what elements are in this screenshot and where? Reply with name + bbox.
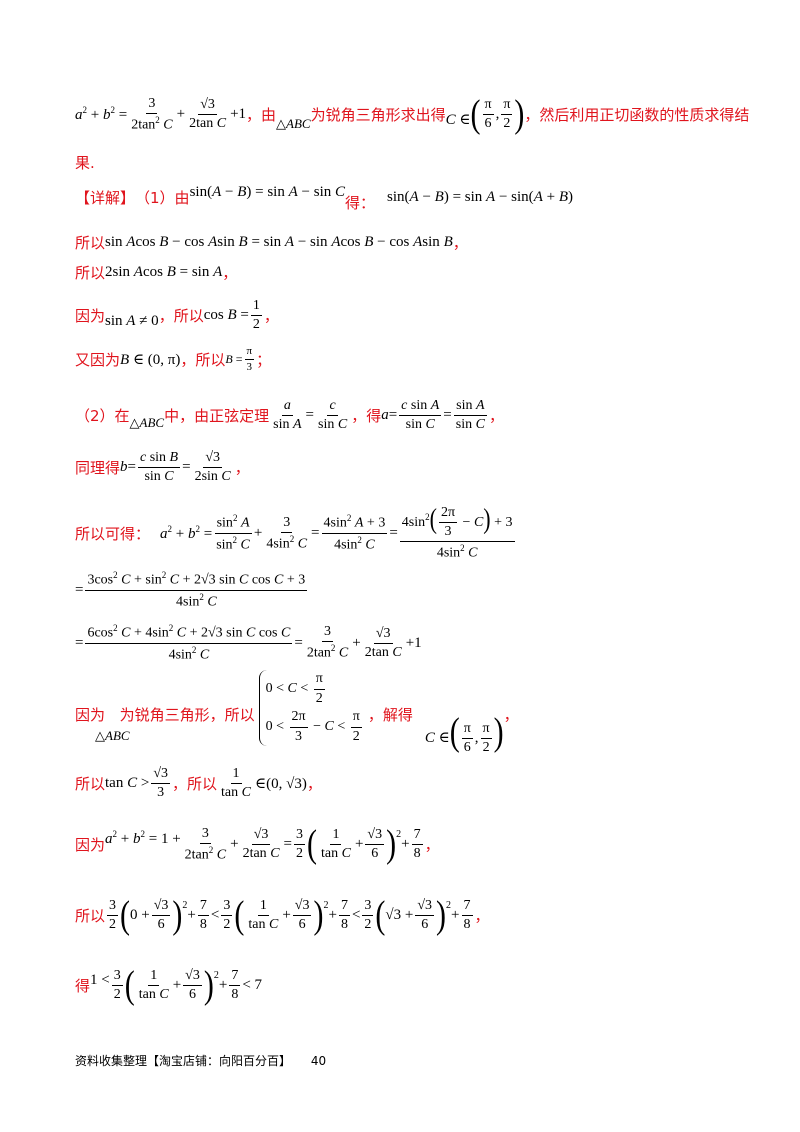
line-1: a2 + b2 = 3 2tan2 C + √3 2tan C +1 ，由 △ABC… [75, 92, 750, 136]
text-segment: 得 [75, 977, 91, 996]
text-segment: 为锐角三角形，所以 [119, 706, 255, 724]
triangle-abc: △ABC [129, 414, 165, 430]
formula-sum-squares: a2 + b2 = [75, 105, 128, 124]
text-segment: ， [222, 264, 238, 282]
formula: 2sin Acos B = sin A [105, 264, 223, 280]
text-segment: ， [234, 459, 250, 478]
text-segment: 因为 [75, 836, 106, 855]
text-segment: ， [474, 907, 490, 926]
text-segment: 果. [75, 154, 95, 172]
text-segment: 同理得 [75, 459, 121, 478]
text-segment: 因为 [75, 307, 106, 326]
text-segment: ，所以 [180, 350, 226, 369]
text-segment: （2）在 [75, 407, 130, 426]
text-segment: 中，由正弦定理 [164, 407, 270, 426]
text-segment: 所以 [75, 775, 106, 794]
formula: sin(A − B) = sin A − sin C [189, 184, 345, 200]
line-detail: 【详解】 （1）由 sin(A − B) = sin A − sin C 得： … [75, 182, 760, 213]
page-number: 40 [310, 1054, 327, 1068]
formula: B ∈ (0, π) [120, 351, 181, 368]
text-segment: ， [306, 775, 322, 794]
formula: sin(A − B) = sin A − sin(A + B) [387, 189, 573, 205]
text-segment: ， [263, 307, 279, 326]
text-segment: ，由 [246, 106, 277, 125]
text-segment: 为锐角三角形求出得 [310, 106, 446, 125]
line-eq2: = 3cos2 C + sin2 C + 2√3 sin C cos C + 3… [75, 570, 308, 610]
formula: sin Acos B − cos Asin B = sin A − sin Ac… [105, 234, 453, 250]
text-segment: ，所以 [158, 307, 204, 326]
text-segment: ， [424, 836, 440, 855]
formula: sin A ≠ 0 [105, 313, 159, 330]
detail-tag: 【详解】 [75, 189, 136, 207]
text-segment: 所以 [75, 264, 106, 282]
line-so1: 所以 sin Acos B − cos Asin B = sin A − sin… [75, 232, 760, 253]
text-segment: 因为 [75, 706, 106, 724]
text-segment: ，解得 [367, 706, 413, 724]
line-part2: （2）在 △ABC 中，由正弦定理 a sin A = c sin C ，得 a = … [75, 398, 504, 433]
text-segment: ， [503, 706, 519, 724]
text-segment: ，得 [351, 407, 382, 426]
text-segment: ，所以 [172, 775, 218, 794]
text-segment: 所以 [75, 234, 106, 252]
text-segment: ， [452, 234, 468, 252]
fraction: √3 2tan C [189, 97, 227, 132]
line-so2: 所以 2sin Acos B = sin A ， [75, 262, 760, 283]
triangle-abc: △ABC [276, 115, 311, 131]
formula: cos B = [203, 307, 249, 324]
fraction: 3 2tan2 C [131, 96, 173, 133]
line-so5: 所以 tan C > √3 3 ，所以 1 tan C ∈(0, √3) ， [75, 766, 322, 801]
text-segment: 所以 [75, 907, 106, 926]
triangle-abc: △ABC [95, 728, 130, 743]
footer-text: 资料收集整理【淘宝店铺：向阳百分百】 [75, 1054, 292, 1068]
line-because3: 因为 a2 + b2 = 1 + 3 2tan2 C + √3 2tan C = 3… [75, 822, 440, 866]
formula-c-range: C ∈( [445, 92, 481, 136]
page-footer: 资料收集整理【淘宝店铺：向阳百分百】 40 [75, 1052, 326, 1069]
text-segment: 又因为 [75, 350, 121, 369]
text-segment: ，然后利用正切函数的性质求得结 [524, 106, 750, 125]
text-segment: ， [488, 407, 504, 426]
line-eq3: = 6cos2 C + 4sin2 C + 2√3 sin C cos C 4si… [75, 623, 422, 663]
text-segment: ； [256, 350, 272, 369]
formula: B = [225, 351, 243, 366]
text-segment: （1）由 [135, 189, 190, 207]
line-1-cont: 果. [75, 152, 760, 173]
text-segment: 所以可得： [75, 524, 151, 543]
text-segment: 得： [345, 194, 376, 212]
